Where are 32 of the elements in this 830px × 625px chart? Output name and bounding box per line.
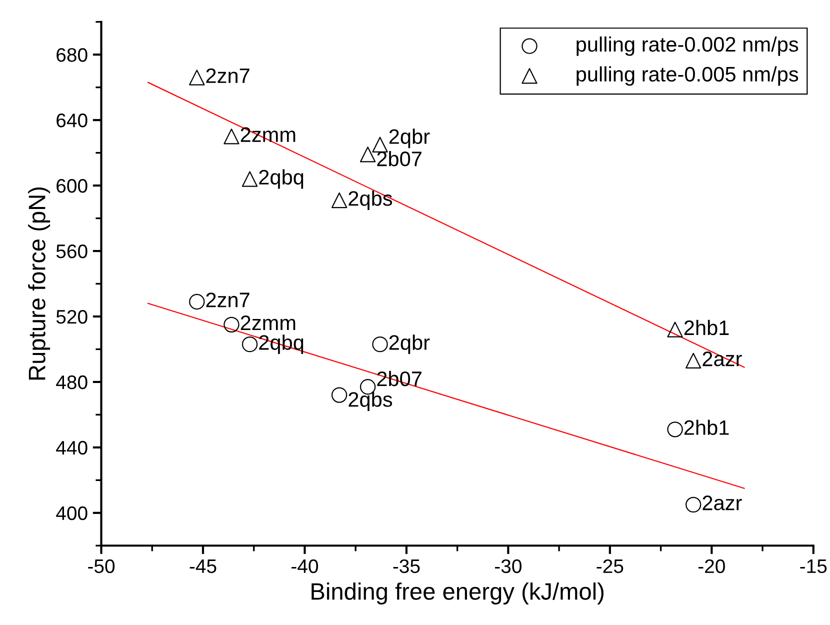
legend-label: pulling rate-0.005 nm/ps — [576, 66, 798, 86]
x-tick-label: -15 — [800, 560, 827, 574]
y-tick-label: 640 — [56, 114, 88, 128]
annotation: 2qbs — [348, 392, 392, 412]
y-tick-label: 600 — [56, 179, 88, 193]
y-tick-label: 400 — [56, 506, 88, 520]
annotation: 2b07 — [377, 150, 422, 166]
annotation: 2qbq — [259, 169, 304, 189]
annotation: 2qbr — [389, 128, 430, 148]
y-tick-label: 440 — [56, 440, 88, 455]
x-tick-label: -25 — [596, 559, 624, 574]
annotation: 2zn7 — [206, 292, 250, 308]
x-tick-label: -30 — [495, 559, 522, 574]
x-axis-title: Binding free energy (kJ/mol) — [312, 582, 604, 605]
x-tick-label: -40 — [292, 559, 318, 574]
annotation: 2qbs — [348, 190, 392, 210]
annotation: 2zmm — [240, 316, 296, 330]
annotation: 2zn7 — [206, 68, 250, 83]
x-tick-label: -35 — [393, 559, 420, 574]
x-tick-label: -20 — [698, 559, 725, 574]
annotation: 2azr — [702, 496, 742, 510]
y-tick-label: 680 — [56, 48, 88, 62]
legend-label: pulling rate-0.002 nm/ps — [576, 36, 798, 56]
y-axis-title: Rupture force (pN) — [28, 187, 50, 380]
y-tick-label: 480 — [56, 375, 88, 390]
x-tick-label: -50 — [88, 559, 115, 574]
annotation: 2hb1 — [684, 420, 729, 436]
annotation: 2hb1 — [684, 320, 729, 336]
y-tick-label: 520 — [56, 310, 88, 324]
x-tick-label: -45 — [190, 560, 216, 574]
annotation: 2qbr — [389, 334, 430, 354]
y-tick-label: 560 — [56, 244, 88, 258]
